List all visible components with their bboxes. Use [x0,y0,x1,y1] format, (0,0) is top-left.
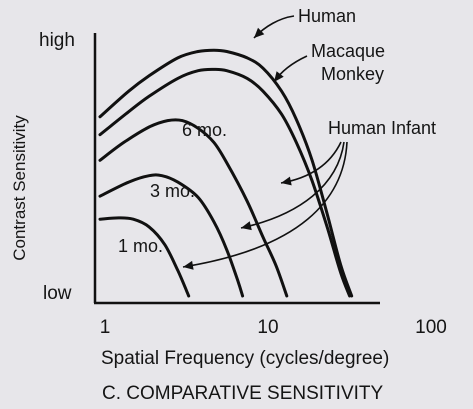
y-tick-low: low [43,283,72,304]
series-label-3-mo: 3 mo. [150,181,195,201]
curve-3-mo [98,173,245,298]
annotation-monkey: Monkey [321,64,384,84]
series-curves [98,48,354,298]
arrow-macaque-head [274,71,284,82]
curve-macaque-monkey [98,67,352,298]
series-labels: 6 mo. 3 mo. 1 mo. [118,120,227,256]
y-axis-label: Contrast Sensitivity [10,115,29,261]
annotation-arrows: Human Macaque Monkey Human Infant [182,6,436,270]
series-label-1-mo: 1 mo. [118,236,163,256]
arrow-infant-3mo-head [241,221,252,231]
curve-6-mo [98,118,289,298]
annotation-human: Human [298,6,356,26]
arrow-human-head [254,27,265,38]
x-tick-label-100: 100 [415,317,447,338]
x-tick-labels: 1 10 100 [100,317,447,338]
arrow-infant-1mo [182,141,348,268]
arrow-infant-6mo-head [281,176,292,186]
curve-human [98,48,354,298]
arrow-infant-1mo-head [183,260,194,270]
annotation-macaque: Macaque [311,41,385,61]
y-tick-high: high [39,30,75,51]
annotation-human-infant: Human Infant [328,118,436,138]
figure-caption: C. COMPARATIVE SENSITIVITY [102,383,383,404]
x-axis-label: Spatial Frequency (cycles/degree) [101,348,389,369]
arrow-infant-3mo [240,141,345,229]
x-tick-label-10: 10 [257,317,278,338]
axes [93,33,380,305]
x-tick-label-1: 1 [100,317,111,338]
series-label-6-mo: 6 mo. [182,120,227,140]
curve-1-mo [98,216,191,298]
